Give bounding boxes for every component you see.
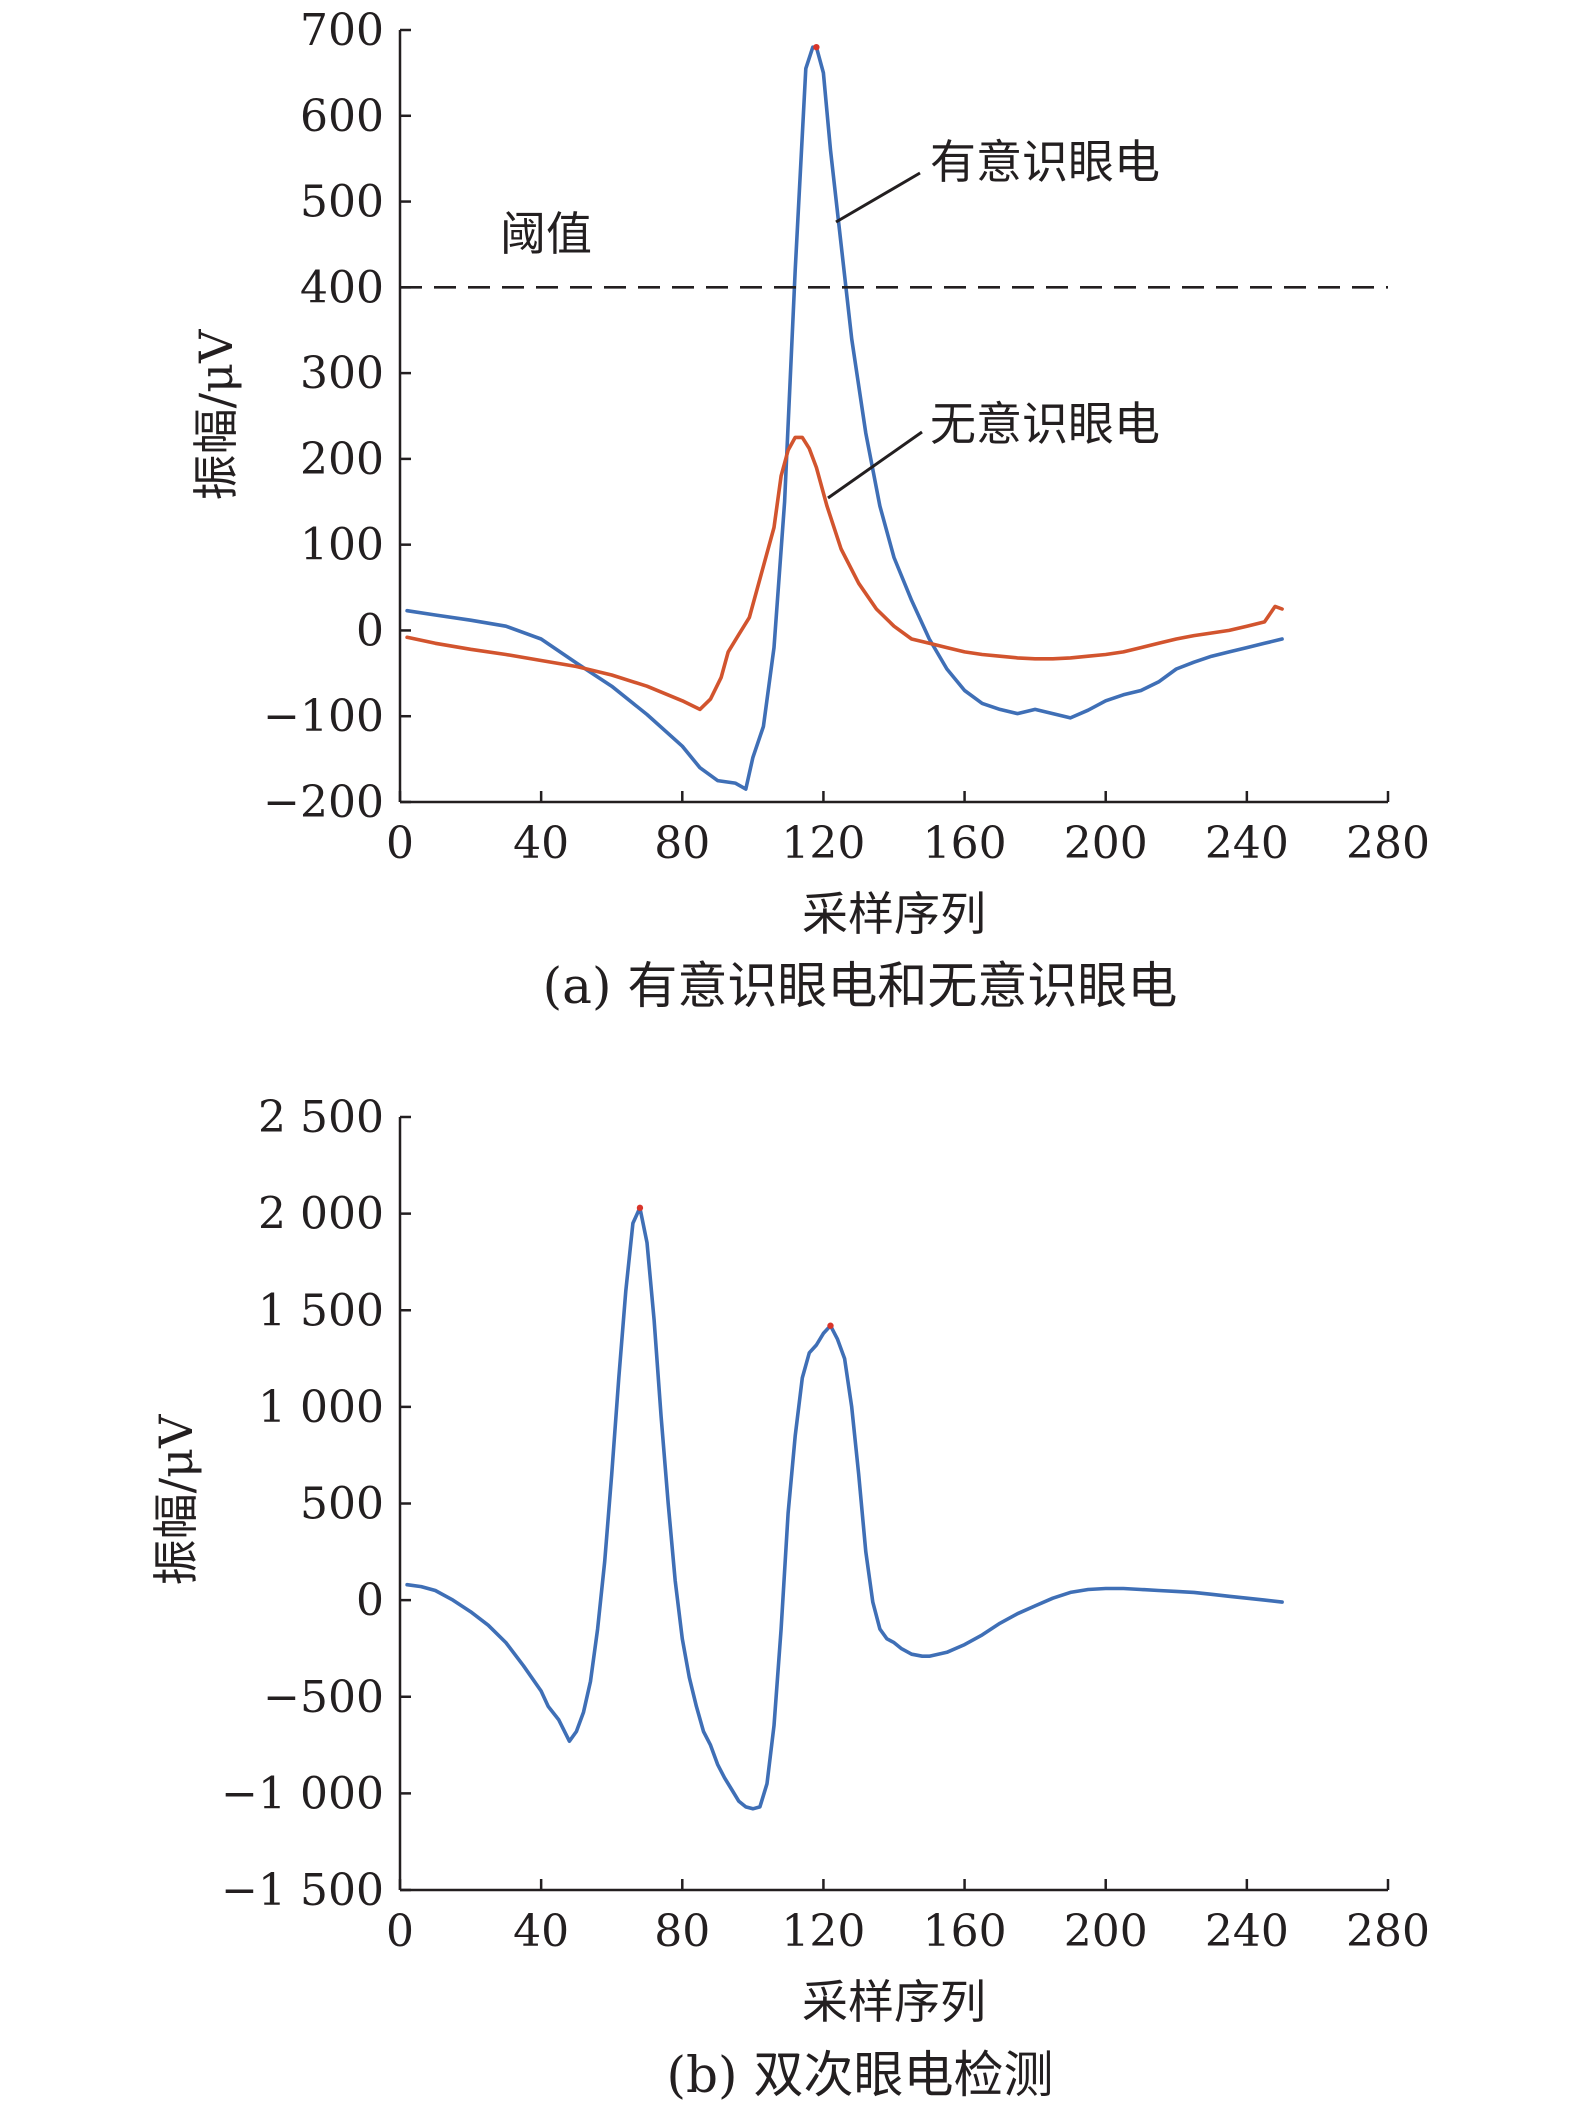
panel-a-series-line-0 (405, 45, 1284, 791)
panel-a-xtick-label: 80 (654, 818, 710, 869)
panel-b-ytick-label: −1 500 (221, 1865, 384, 1916)
panel-a-y-axis-title: 振幅/μV (189, 329, 243, 500)
unconscious-leader-line (827, 430, 923, 500)
panel-a-ytick-label: 400 (300, 262, 384, 313)
panel-b-ytick-label: 0 (356, 1575, 384, 1626)
panel-a-y-ticks: −200 −100 0 100 200 300 400 500 600 700 (263, 5, 411, 828)
panel-a-chart: −200 −100 0 100 200 300 400 500 600 700 0 40 80 120 1… (189, 5, 1430, 1015)
panel-a-xtick-label: 160 (923, 818, 1007, 869)
panel-a-ytick-label: −100 (263, 691, 384, 742)
panel-b-xtick-label: 160 (923, 1906, 1007, 1957)
panel-b-xtick-label: 80 (654, 1906, 710, 1957)
panel-a-xtick-label: 0 (386, 818, 414, 869)
panel-b-series-line-0 (405, 1206, 1284, 1811)
panel-b-xtick-label: 280 (1346, 1906, 1430, 1957)
panel-a-series-layer (405, 43, 1284, 791)
panel-a-ytick-label: −200 (263, 777, 384, 828)
panel-a-x-axis-title: 采样序列 (802, 887, 986, 941)
panel-a-ytick-label: 0 (356, 605, 384, 656)
panel-b-xtick-label: 40 (513, 1906, 569, 1957)
panel-b-xtick-label: 0 (386, 1906, 414, 1957)
panel-b-ytick-label: 2 000 (258, 1189, 384, 1240)
threshold-label: 阈值 (500, 207, 592, 261)
panel-b-peak-marker (636, 1204, 644, 1212)
panel-b-x-ticks: 0 40 80 120 160 200 240 280 (386, 1879, 1430, 1957)
panel-b-ytick-label: 1 500 (258, 1285, 384, 1336)
panel-b-xtick-label: 240 (1205, 1906, 1289, 1957)
panel-a-ytick-label: 100 (300, 520, 384, 571)
panel-a-x-ticks: 0 40 80 120 160 200 240 280 (386, 791, 1430, 869)
panel-a-xtick-label: 120 (781, 818, 865, 869)
panel-b-ytick-label: 500 (300, 1479, 384, 1530)
panel-a-ytick-label: 700 (300, 5, 384, 56)
conscious-leader-line (835, 171, 921, 224)
panel-a-xtick-label: 280 (1346, 818, 1430, 869)
panel-a-series-line-1 (405, 435, 1284, 712)
panel-b-caption: (b) 双次眼电检测 (667, 2046, 1054, 2104)
panel-a-ytick-label: 300 (300, 348, 384, 399)
panel-a-xtick-label: 200 (1064, 818, 1148, 869)
panel-b-ytick-label: −500 (263, 1672, 384, 1723)
panel-a-peak-marker (813, 43, 820, 51)
panel-a-ytick-label: 200 (300, 434, 384, 485)
panel-b-ytick-label: −1 000 (221, 1768, 384, 1819)
panel-a-xtick-label: 240 (1205, 818, 1289, 869)
panel-b-y-ticks: −1 500 −1 000 −500 0 500 1 000 1 500 2 000 2 500 (221, 1092, 411, 1916)
panel-a-xtick-label: 40 (513, 818, 569, 869)
panel-b-xtick-label: 120 (781, 1906, 865, 1957)
panel-b-x-axis-title: 采样序列 (802, 1975, 986, 2029)
panel-b-ytick-label: 2 500 (258, 1092, 384, 1143)
panel-b-peak-marker (827, 1322, 834, 1329)
panel-b-xtick-label: 200 (1064, 1906, 1148, 1957)
conscious-series-label: 有意识眼电 (930, 135, 1160, 189)
panel-b-series-layer (405, 1204, 1284, 1811)
panel-b-ytick-label: 1 000 (258, 1382, 384, 1433)
panel-a-caption: (a) 有意识眼电和无意识眼电 (543, 957, 1178, 1015)
panel-b-chart: −1 500 −1 000 −500 0 500 1 000 1 500 2 000 2 500… (149, 1092, 1430, 2104)
panel-b-y-axis-title: 振幅/μV (149, 1414, 203, 1585)
unconscious-series-label: 无意识眼电 (930, 397, 1160, 451)
panel-a-ytick-label: 500 (300, 177, 384, 228)
panel-a-ytick-label: 600 (300, 91, 384, 142)
